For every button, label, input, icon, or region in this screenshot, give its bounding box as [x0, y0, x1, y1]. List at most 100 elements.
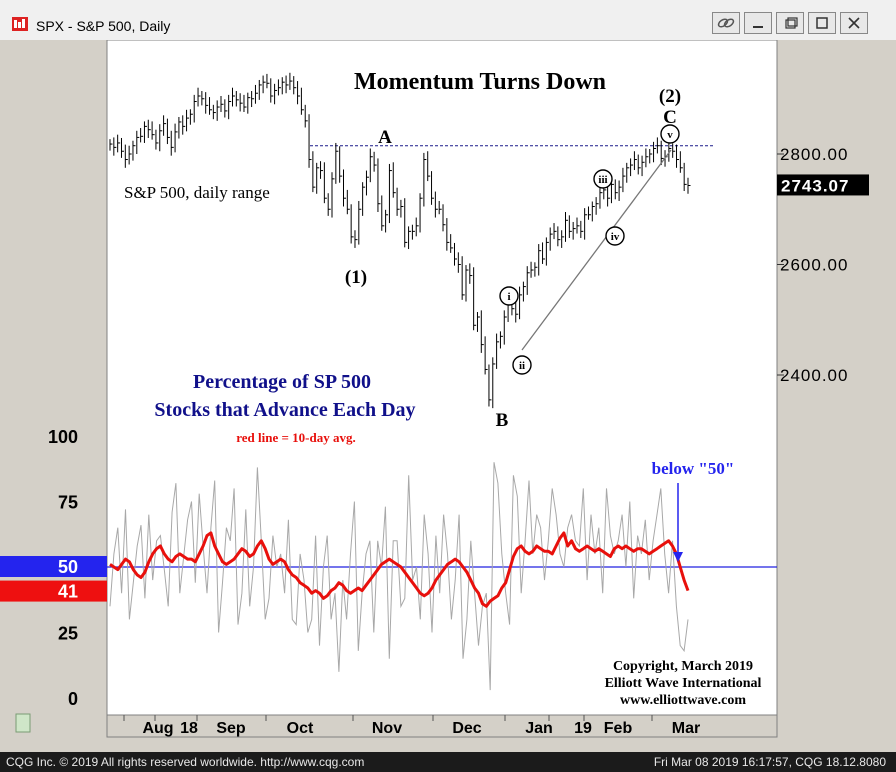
price-bar [587, 206, 591, 220]
last-avg-badge-label: 41 [58, 582, 78, 602]
price-bar [132, 140, 136, 161]
price-bar [216, 100, 220, 121]
x-tick-label: Aug [142, 720, 173, 737]
price-bar [400, 199, 404, 218]
price-bar [117, 134, 121, 153]
breadth-tick-label: 0 [68, 689, 78, 709]
breadth-tick-label: 25 [58, 624, 78, 644]
price-bar [457, 252, 461, 273]
price-bar [641, 155, 645, 177]
wave-circle-label: ii [519, 360, 525, 372]
series-label: S&P 500, daily range [124, 183, 270, 202]
copyright-line: Elliott Wave International [605, 676, 762, 691]
price-bar [473, 267, 477, 331]
ten-day-average-line [109, 531, 690, 608]
price-bar [277, 79, 281, 96]
maximize-button[interactable] [808, 12, 836, 34]
price-bar [614, 179, 618, 200]
down-arrow-head [673, 552, 683, 562]
last-price-badge [777, 174, 869, 196]
price-bar [124, 144, 128, 168]
x-tick-label: Oct [287, 720, 314, 737]
price-bar [679, 151, 683, 173]
price-bar [565, 212, 569, 242]
minimize-button[interactable] [744, 12, 772, 34]
price-bar [538, 244, 542, 276]
price-bar [492, 357, 496, 409]
price-bar [300, 87, 304, 115]
price-bar [243, 94, 247, 113]
price-bar [266, 73, 270, 89]
x-tick-label: Mar [672, 720, 700, 737]
price-bar [656, 137, 660, 154]
price-bar [377, 158, 381, 213]
price-bar [584, 208, 588, 240]
price-bar [189, 109, 193, 125]
price-bar [396, 187, 400, 216]
price-bar [568, 215, 572, 238]
price-bar [362, 182, 366, 216]
reference-badge-label: 50 [58, 557, 78, 577]
wave-label-a: A [378, 127, 392, 148]
price-bar [411, 224, 415, 240]
price-bar [465, 265, 469, 302]
price-bar [576, 217, 580, 234]
price-bar [170, 130, 174, 156]
title-bar[interactable]: SPX - S&P 500, Daily [0, 0, 896, 41]
price-bar [182, 115, 186, 135]
price-bar [534, 262, 538, 277]
price-bar [239, 93, 243, 112]
price-bar [193, 94, 197, 123]
price-bar [113, 137, 117, 156]
price-bar [270, 78, 274, 103]
price-bar [385, 209, 389, 233]
price-bar [335, 142, 339, 184]
breadth-title-line1: Percentage of SP 500 [193, 371, 371, 393]
close-button[interactable] [840, 12, 868, 34]
price-bar [626, 162, 630, 183]
price-bar [499, 331, 503, 349]
scroll-thumb[interactable] [15, 713, 31, 733]
price-bar [434, 191, 438, 218]
price-bar [633, 151, 637, 171]
wave-label-c: C [663, 107, 677, 128]
price-bar [205, 92, 209, 114]
price-bar [683, 162, 687, 192]
price-bar [197, 87, 201, 107]
price-bar [228, 94, 232, 120]
wave-label-b: B [496, 410, 509, 431]
price-bar [128, 145, 132, 165]
price-bar [427, 151, 431, 182]
price-bar [316, 162, 320, 194]
price-bar [622, 167, 626, 193]
price-bar [388, 163, 392, 224]
price-bar [159, 124, 163, 152]
price-bar [522, 281, 526, 302]
wave-circle: i [499, 286, 519, 306]
price-bar [289, 72, 293, 90]
price-bar [557, 226, 561, 247]
price-bar [442, 204, 446, 232]
price-bar [350, 204, 354, 244]
price-bar [220, 95, 224, 113]
price-bar [339, 146, 343, 183]
x-axis-band [106, 714, 778, 738]
breadth-tick-label: 100 [48, 427, 78, 447]
x-tick-label: Jan [525, 720, 553, 737]
price-bar [519, 286, 523, 320]
copyright-line: Copyright, March 2019 [613, 659, 753, 674]
price-bar [553, 223, 557, 240]
price-bar [496, 333, 500, 369]
price-bar [630, 158, 634, 177]
restore-button[interactable] [776, 12, 804, 34]
price-bar [438, 200, 442, 215]
price-bar [687, 177, 691, 194]
price-bar [595, 197, 599, 215]
link-icon[interactable] [712, 12, 740, 34]
price-bar [358, 200, 362, 245]
price-bar [212, 104, 216, 120]
daily-percentage-line [109, 462, 689, 691]
wave-circle: ii [512, 355, 532, 375]
price-bar [235, 91, 239, 107]
